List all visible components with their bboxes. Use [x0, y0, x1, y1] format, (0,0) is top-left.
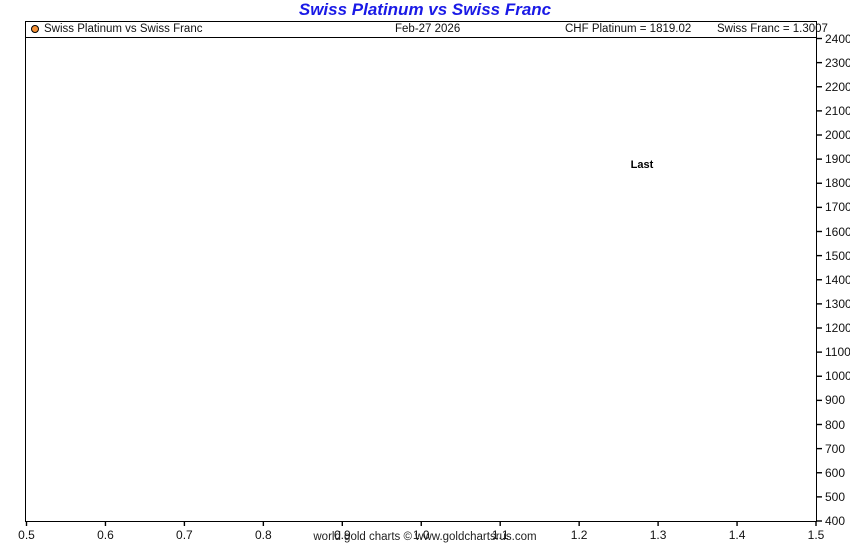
chart-header-band: Swiss Platinum vs Swiss Franc Feb-27 202… — [25, 21, 828, 38]
y-tick-label: 2300 — [825, 55, 850, 70]
chart-title: Swiss Platinum vs Swiss Franc — [298, 0, 552, 19]
legend-entry[interactable]: Swiss Platinum vs Swiss Franc — [31, 23, 202, 35]
last-annotation-label: Last — [630, 158, 654, 171]
x-tick-label: 1.3 — [649, 528, 667, 542]
x-tick-label: 0.6 — [97, 528, 114, 542]
y-tick-label: 1100 — [825, 345, 850, 360]
y-tick-label: 1500 — [825, 248, 850, 263]
x-tick-label: 0.5 — [18, 528, 35, 542]
y-tick-label: 900 — [825, 393, 846, 408]
x-tick-label: 1.4 — [728, 528, 746, 542]
y-tick-label: 1000 — [825, 369, 850, 384]
y-tick-label: 1300 — [825, 296, 850, 311]
y-tick-label: 2200 — [825, 79, 850, 94]
header-date: Feb-27 2026 — [395, 23, 461, 35]
y-tick-label: 2400 — [825, 31, 850, 46]
legend-label: Swiss Platinum vs Swiss Franc — [44, 23, 203, 35]
y-tick-label: 1200 — [825, 321, 850, 335]
x-tick-label: 1.1 — [491, 528, 509, 542]
x-tick-label: 1.5 — [807, 528, 825, 542]
x-tick-label: 0.9 — [333, 528, 351, 542]
x-tick-label: 0.8 — [255, 528, 272, 542]
y-tick-label: 1800 — [825, 176, 850, 191]
x-tick-label: 1.2 — [570, 528, 588, 542]
x-tick-label: 1.0 — [412, 528, 430, 542]
y-tick-label: 500 — [825, 489, 846, 504]
y-tick-label: 600 — [825, 465, 846, 480]
y-tick-label: 1900 — [825, 152, 850, 167]
y-tick-label: 700 — [825, 441, 846, 456]
header-platinum-value: CHF Platinum = 1819.02 — [565, 23, 692, 35]
header-franc-value: Swiss Franc = 1.3007 — [717, 23, 828, 35]
plot-frame — [25, 21, 817, 522]
orange-dot-icon — [31, 25, 39, 33]
y-tick-label: 1400 — [825, 272, 850, 287]
x-tick-label: 0.7 — [176, 528, 193, 542]
y-tick-label: 1700 — [825, 200, 850, 215]
y-tick-label: 2000 — [825, 128, 850, 142]
y-tick-label: 800 — [825, 417, 846, 432]
y-tick-label: 400 — [825, 514, 846, 528]
y-tick-label: 2100 — [825, 103, 850, 118]
chart-footer: world gold charts © www.goldchartsrus.co… — [313, 531, 537, 543]
y-tick-label: 1600 — [825, 224, 850, 239]
